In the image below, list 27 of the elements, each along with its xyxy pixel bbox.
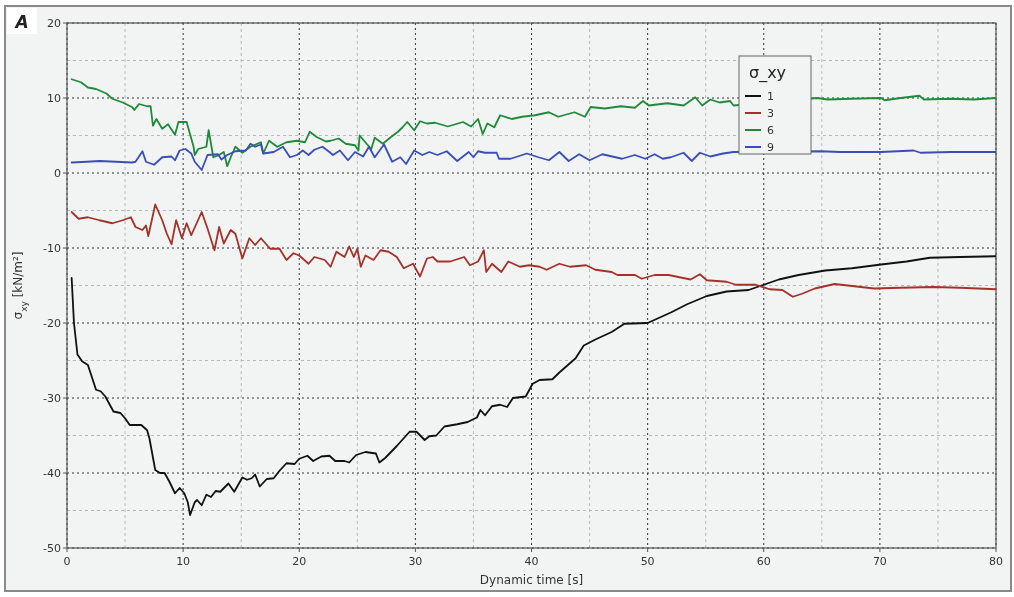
y-tick-label: -10 (43, 241, 61, 255)
y-tick-label: 20 (47, 16, 61, 30)
y-tick-label: -30 (43, 391, 61, 405)
text: A (13, 12, 29, 32)
x-tick-label: 60 (756, 555, 771, 568)
line-series (70, 203, 996, 298)
y-tick-label: -50 (43, 541, 61, 555)
y-tick-label: -40 (43, 466, 61, 480)
x-tick-label: 20 (292, 555, 307, 568)
y-tick-label: -20 (43, 316, 61, 330)
y-tick-label: 10 (47, 91, 61, 105)
legend-label: 9 (767, 140, 774, 154)
line-series (70, 142, 996, 171)
y-tick-label: 0 (54, 166, 61, 180)
x-axis-title: Dynamic time [s] (479, 573, 584, 587)
x-tick-label: 80 (989, 555, 1003, 568)
legend-label: 3 (767, 106, 774, 120)
x-tick-label: 30 (408, 555, 423, 568)
legend-label: 1 (767, 89, 774, 103)
x-tick-label: 70 (872, 555, 887, 568)
legend-title: σ_xy (749, 63, 787, 83)
x-tick-label: 40 (524, 555, 539, 568)
line-series (70, 255, 996, 516)
x-tick-label: 10 (176, 555, 191, 568)
legend-label: 6 (767, 123, 774, 137)
x-tick-label: 50 (640, 555, 655, 568)
x-tick-label: 0 (63, 555, 71, 568)
